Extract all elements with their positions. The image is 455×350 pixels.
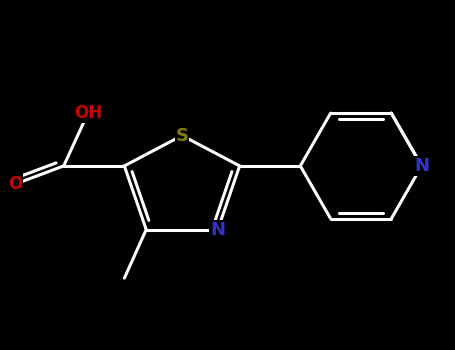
Text: O: O: [8, 175, 22, 193]
Text: OH: OH: [74, 104, 102, 122]
Text: N: N: [414, 157, 429, 175]
Text: N: N: [210, 220, 225, 239]
Text: S: S: [176, 127, 188, 145]
